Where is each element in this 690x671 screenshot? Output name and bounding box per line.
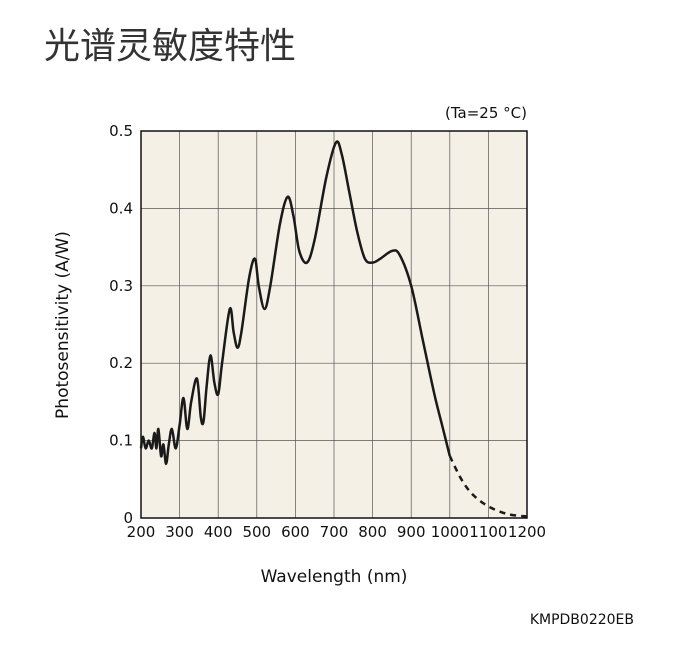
x-tick-label: 500 xyxy=(242,523,271,541)
y-tick-label: 0 xyxy=(123,509,133,527)
x-tick-label: 600 xyxy=(281,523,310,541)
spectral-curve xyxy=(139,140,452,466)
x-tick-label: 200 xyxy=(127,523,156,541)
x-tick-label: 1000 xyxy=(431,523,469,541)
y-axis-label: Photosensitivity (A/W) xyxy=(53,231,73,419)
x-tick-label: 400 xyxy=(204,523,233,541)
spectral-curve xyxy=(448,455,528,518)
y-tick-label: 0.4 xyxy=(109,199,133,217)
footer-code: KMPDB0220EB xyxy=(530,612,634,628)
y-tick-label: 0.5 xyxy=(109,122,133,140)
y-tick-label: 0.2 xyxy=(109,354,133,372)
x-tick-label: 900 xyxy=(397,523,426,541)
y-tick-label: 0.1 xyxy=(109,432,133,450)
plot-frame xyxy=(140,130,528,519)
y-tick-label: 0.3 xyxy=(109,277,133,295)
chart-title: 光谱灵敏度特性 xyxy=(44,26,296,67)
annotation: (Ta=25 °C) xyxy=(445,104,527,122)
x-tick-label: 1100 xyxy=(469,523,507,541)
x-tick-label: 300 xyxy=(165,523,194,541)
x-axis-label: Wavelength (nm) xyxy=(261,567,408,587)
x-tick-label: 700 xyxy=(320,523,349,541)
x-tick-label: 1200 xyxy=(508,523,546,541)
x-tick-label: 800 xyxy=(358,523,387,541)
